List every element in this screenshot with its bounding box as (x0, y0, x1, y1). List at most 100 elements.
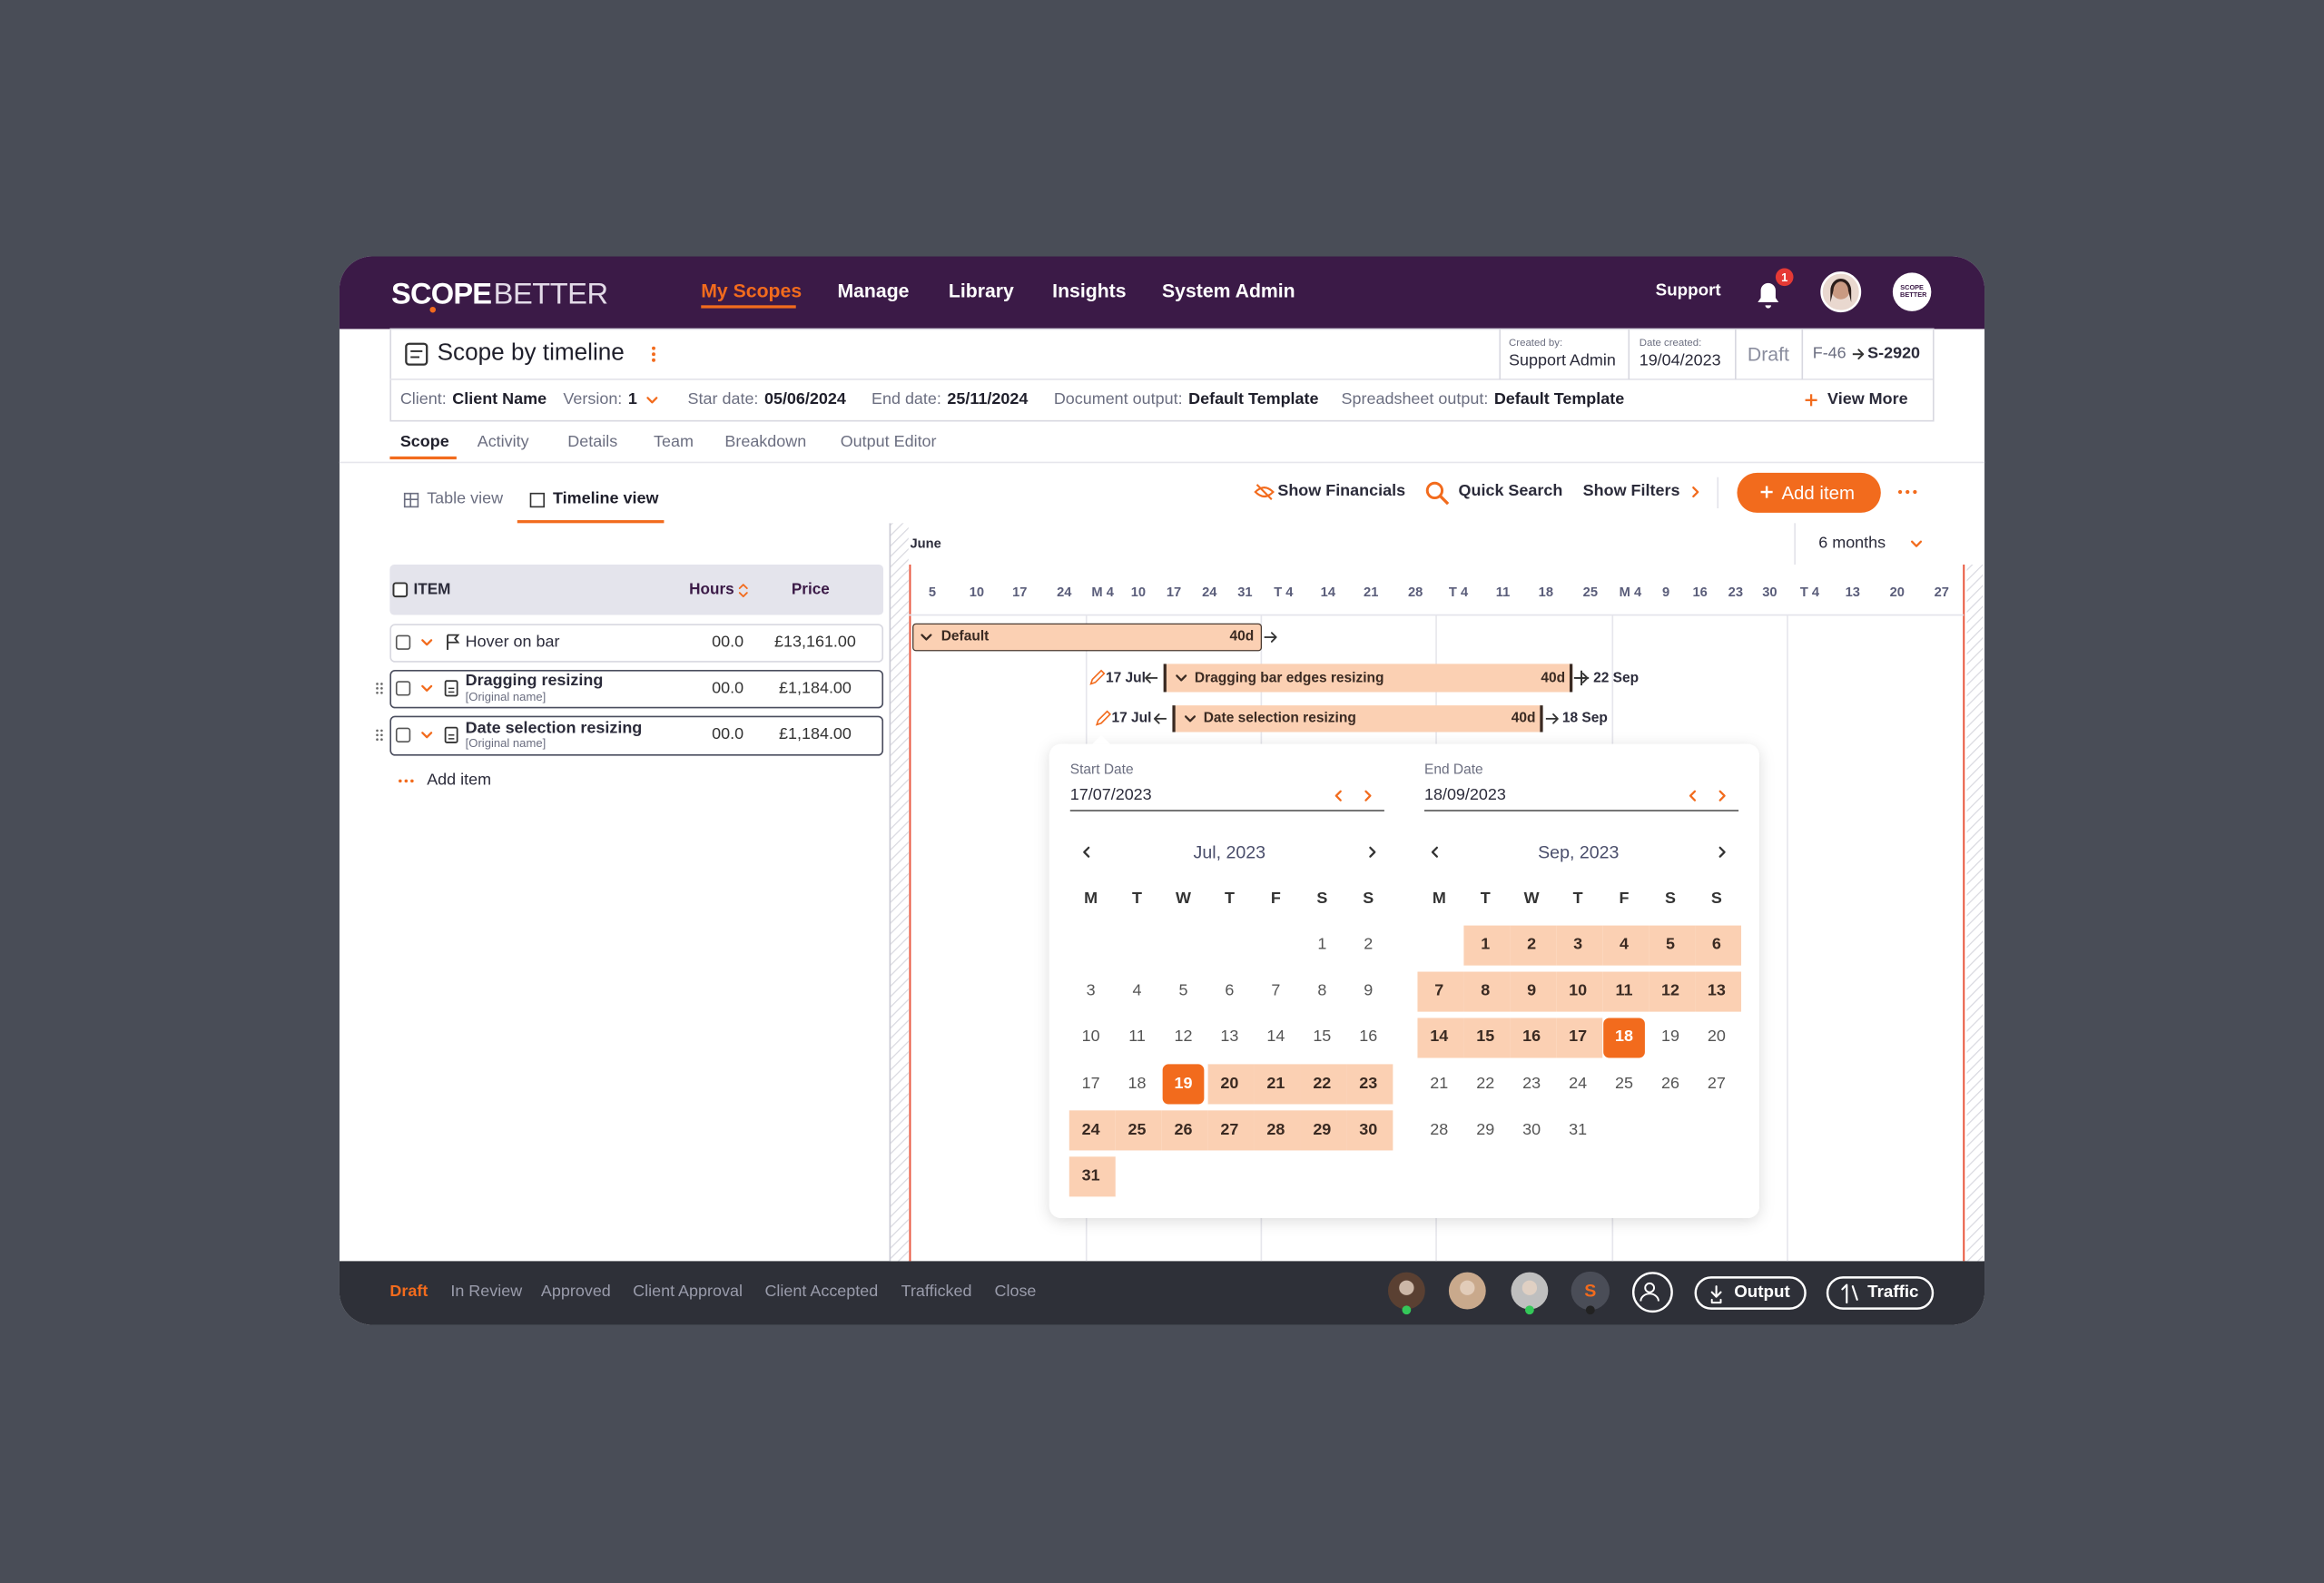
calendar-day[interactable]: 8 (1481, 981, 1491, 1000)
calendar-day[interactable]: 8 (1317, 981, 1327, 1000)
calendar-day[interactable]: 15 (1476, 1027, 1495, 1047)
workflow-stage[interactable]: Client Accepted (764, 1283, 879, 1301)
calendar-day[interactable]: 16 (1359, 1027, 1378, 1047)
calendar-day[interactable]: 25 (1615, 1074, 1634, 1093)
show-financials[interactable]: Show Financials (1277, 482, 1406, 501)
workflow-stage[interactable]: Close (994, 1283, 1037, 1301)
calendar-day[interactable]: 13 (1220, 1027, 1239, 1047)
calendar-day[interactable]: 29 (1476, 1120, 1495, 1139)
calendar-day[interactable]: 24 (1569, 1074, 1588, 1093)
calendar-day[interactable]: 4 (1620, 936, 1630, 954)
view-toggle[interactable]: Timeline view (552, 489, 659, 508)
calendar-day[interactable]: 3 (1573, 936, 1583, 954)
calendar-day[interactable]: 16 (1522, 1027, 1541, 1047)
calendar-day[interactable]: 28 (1430, 1120, 1449, 1139)
calendar-day[interactable]: 14 (1266, 1027, 1285, 1047)
calendar-day[interactable]: 23 (1522, 1074, 1541, 1093)
calendar-day[interactable]: 28 (1266, 1120, 1285, 1139)
calendar-day[interactable]: 13 (1707, 981, 1726, 1000)
workflow-stage[interactable]: Client Approval (633, 1283, 743, 1301)
tab[interactable]: Breakdown (724, 433, 807, 452)
column-header: Price (791, 580, 830, 599)
tab[interactable]: Team (653, 433, 694, 452)
calendar-day[interactable]: 6 (1225, 981, 1235, 1000)
calendar-day[interactable]: 2 (1364, 936, 1374, 954)
calendar-day[interactable]: 18 (1615, 1027, 1634, 1047)
traffic-button[interactable]: Traffic (1867, 1283, 1919, 1302)
add-item-button[interactable]: Add item (1781, 482, 1856, 503)
support-link[interactable]: Support (1655, 281, 1721, 300)
tab[interactable]: Scope (399, 433, 449, 452)
calendar-day[interactable]: 30 (1522, 1120, 1541, 1139)
calendar-day[interactable]: 19 (1174, 1074, 1193, 1093)
workflow-stage[interactable]: Trafficked (901, 1283, 972, 1301)
calendar-day[interactable]: 27 (1220, 1120, 1239, 1139)
calendar-day[interactable]: 1 (1317, 936, 1327, 954)
nav-link[interactable]: Insights (1052, 279, 1127, 302)
calendar-day[interactable]: 7 (1271, 981, 1281, 1000)
nav-link[interactable]: Library (948, 279, 1014, 302)
calendar-day[interactable]: 12 (1660, 981, 1679, 1000)
calendar-day[interactable]: 26 (1174, 1120, 1193, 1139)
quick-search[interactable]: Quick Search (1458, 482, 1563, 501)
column-header[interactable]: Hours (689, 580, 734, 599)
workflow-stage[interactable]: Draft (389, 1283, 428, 1301)
calendar-day[interactable]: 9 (1527, 981, 1537, 1000)
view-toggle[interactable]: Table view (427, 489, 504, 508)
chevron-icon (1692, 486, 1699, 498)
nav-link[interactable]: Manage (837, 279, 910, 302)
calendar-day[interactable]: 20 (1707, 1027, 1726, 1047)
calendar-day[interactable]: 15 (1313, 1027, 1332, 1047)
calendar-day[interactable]: 21 (1430, 1074, 1449, 1093)
pencil-icon (1095, 710, 1112, 726)
show-filters[interactable]: Show Filters (1582, 482, 1680, 501)
calendar-day[interactable]: 4 (1132, 981, 1142, 1000)
calendar-day[interactable]: 31 (1081, 1166, 1100, 1185)
nav-link[interactable]: My Scopes (701, 279, 803, 302)
calendar-day[interactable]: 18 (1128, 1074, 1147, 1093)
calendar-day[interactable]: 12 (1174, 1027, 1193, 1047)
workflow-stage[interactable]: In Review (450, 1283, 523, 1301)
hatch-left (891, 523, 909, 1262)
calendar-day[interactable]: 26 (1660, 1074, 1679, 1093)
meta-field: Spreadsheet output: Default Template (1342, 391, 1625, 408)
calendar-day[interactable]: 11 (1128, 1027, 1146, 1047)
calendar-day[interactable]: 1 (1481, 936, 1491, 954)
calendar-day[interactable]: 24 (1081, 1120, 1100, 1139)
calendar-day[interactable]: 10 (1081, 1027, 1100, 1047)
calendar-day[interactable]: 10 (1569, 981, 1588, 1000)
tab[interactable]: Activity (477, 433, 529, 452)
calendar-day[interactable]: 27 (1707, 1074, 1726, 1093)
add-item-row[interactable]: Add item (427, 771, 492, 790)
view-more[interactable]: View More (1827, 390, 1908, 408)
calendar-day[interactable]: 11 (1615, 981, 1633, 1000)
calendar-day[interactable]: 17 (1081, 1074, 1100, 1093)
calendar-day[interactable]: 17 (1569, 1027, 1588, 1047)
calendar-day[interactable]: 21 (1266, 1074, 1285, 1093)
calendar-day[interactable]: 2 (1527, 936, 1537, 954)
tab[interactable]: Output Editor (840, 433, 937, 452)
workflow-stage[interactable]: Approved (540, 1283, 611, 1301)
calendar-day[interactable]: 22 (1313, 1074, 1332, 1093)
calendar-day[interactable]: 5 (1178, 981, 1188, 1000)
calendar-day[interactable]: 23 (1359, 1074, 1378, 1093)
calendar-day[interactable]: 20 (1220, 1074, 1239, 1093)
calendar-day[interactable]: 5 (1665, 936, 1675, 954)
calendar-day[interactable]: 9 (1364, 981, 1374, 1000)
calendar-day[interactable]: 7 (1434, 981, 1444, 1000)
calendar-day[interactable]: 14 (1430, 1027, 1449, 1047)
calendar-day[interactable]: 19 (1660, 1027, 1679, 1047)
output-button[interactable]: Output (1734, 1283, 1790, 1302)
calendar-day[interactable]: 29 (1313, 1120, 1332, 1139)
calendar-day[interactable]: 31 (1569, 1120, 1588, 1139)
tab[interactable]: Details (567, 433, 618, 452)
calendar-day[interactable]: 22 (1476, 1074, 1495, 1093)
nav-link[interactable]: System Admin (1161, 279, 1295, 302)
calendar-day[interactable]: 6 (1711, 936, 1721, 954)
calendar-day[interactable]: 3 (1086, 981, 1096, 1000)
range-select[interactable]: 6 months (1818, 534, 1886, 553)
calendar-day[interactable]: 25 (1128, 1120, 1147, 1139)
top-nav (339, 256, 1985, 329)
calendar-day[interactable]: 30 (1359, 1120, 1378, 1139)
